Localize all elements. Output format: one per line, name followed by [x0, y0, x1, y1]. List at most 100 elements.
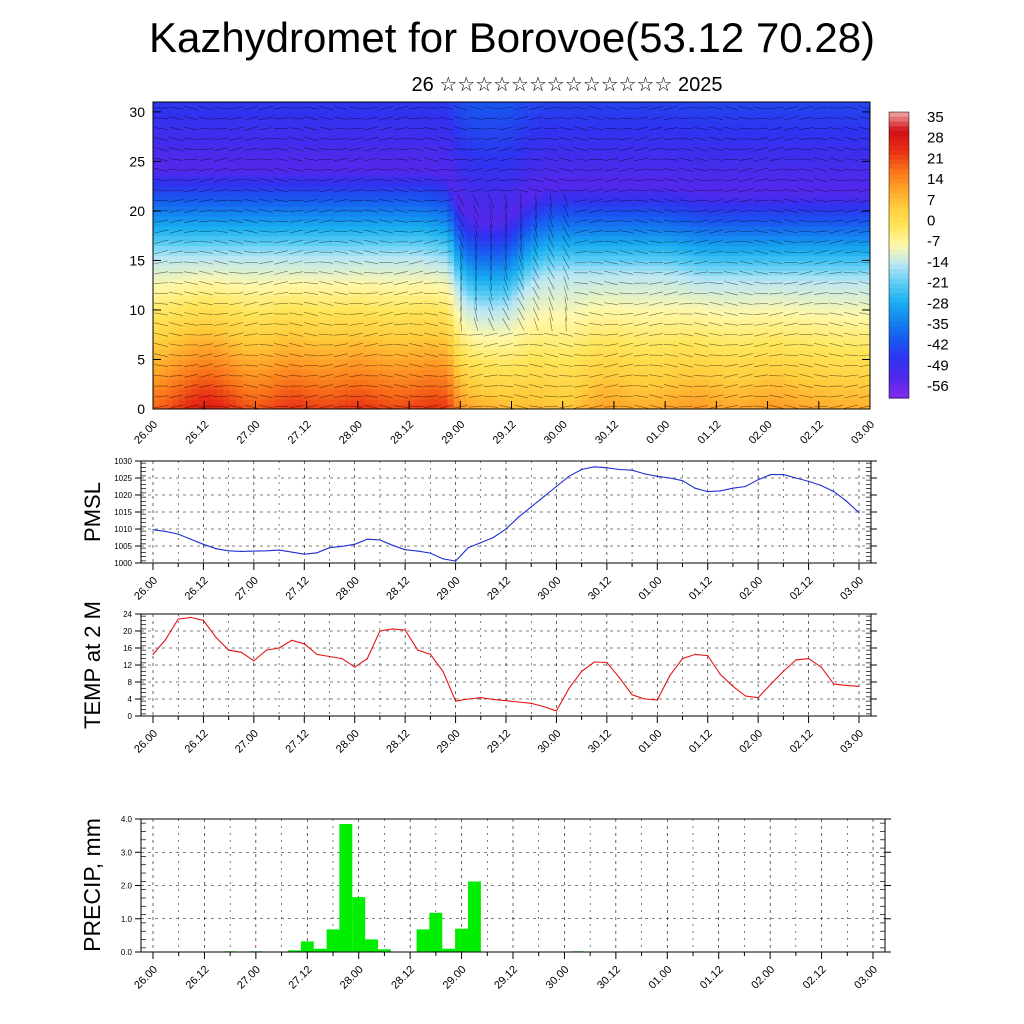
- heatmap-cell: [633, 106, 641, 113]
- heatmap-cell: [293, 201, 301, 207]
- heatmap-cell: [517, 111, 525, 118]
- heatmap-cell: [492, 359, 500, 366]
- heatmap-cell: [383, 275, 391, 281]
- heatmap-cell: [306, 186, 314, 192]
- heatmap-cell: [658, 275, 666, 281]
- heatmap-cell: [466, 210, 474, 217]
- heatmap-cell: [543, 151, 551, 158]
- heatmap-cell: [588, 260, 596, 266]
- heatmap-cell: [633, 131, 641, 138]
- heatmap-cell: [562, 230, 570, 237]
- heatmap-cell: [178, 280, 186, 286]
- heatmap-cell: [575, 379, 583, 385]
- heatmap-cell: [255, 285, 263, 291]
- heatmap-cell: [511, 300, 519, 306]
- heatmap-cell: [159, 245, 167, 252]
- heatmap-cell: [537, 116, 545, 123]
- heatmap-cell: [332, 131, 340, 138]
- heatmap-cell: [588, 161, 596, 167]
- heatmap-cell: [332, 394, 340, 400]
- heatmap-cell: [479, 265, 487, 271]
- heatmap-cell: [575, 295, 583, 301]
- heatmap-cell: [530, 275, 538, 281]
- heatmap-cell: [159, 295, 167, 301]
- heatmap-cell: [479, 295, 487, 301]
- heatmap-cell: [543, 131, 551, 138]
- heatmap-cell: [159, 285, 167, 291]
- heatmap-cell: [389, 329, 397, 336]
- heatmap-cell: [159, 126, 167, 133]
- heatmap-cell: [594, 374, 602, 380]
- heatmap-cell: [229, 116, 237, 123]
- heatmap-cell: [537, 285, 545, 291]
- heatmap-cell: [537, 250, 545, 257]
- heatmap-cell: [434, 324, 442, 331]
- heatmap-cell: [210, 166, 218, 172]
- heatmap-cell: [556, 121, 564, 128]
- heatmap-cell: [313, 225, 321, 232]
- heatmap-cell: [261, 305, 269, 311]
- heatmap-cell: [421, 389, 429, 395]
- heatmap-cell: [165, 131, 173, 138]
- heatmap-cell: [236, 374, 244, 380]
- heatmap-cell: [626, 255, 634, 262]
- heatmap-cell: [389, 255, 397, 262]
- heatmap-cell: [313, 349, 321, 356]
- heatmap-cell: [428, 230, 436, 237]
- heatmap-cell: [543, 329, 551, 336]
- heatmap-cell: [178, 215, 186, 222]
- heatmap-cell: [210, 379, 218, 385]
- heatmap-cell: [159, 240, 167, 247]
- heatmap-cell: [332, 215, 340, 222]
- heatmap-cell: [434, 235, 442, 242]
- heatmap-cell: [556, 359, 564, 366]
- heatmap-cell: [434, 329, 442, 336]
- heatmap-cell: [665, 399, 673, 405]
- heatmap-cell: [351, 106, 359, 113]
- heatmap-cell: [364, 394, 372, 400]
- heatmap-cell: [364, 166, 372, 172]
- heatmap-cell: [601, 339, 609, 346]
- heatmap-cell: [498, 354, 506, 361]
- heatmap-cell: [549, 151, 557, 158]
- heatmap-cell: [204, 339, 212, 346]
- heatmap-cell: [357, 369, 365, 375]
- heatmap-cell: [601, 295, 609, 301]
- heatmap-cell: [415, 181, 423, 187]
- heatmap-cell: [511, 280, 519, 286]
- heatmap-cell: [594, 220, 602, 227]
- heatmap-cell: [594, 324, 602, 331]
- heatmap-cell: [537, 295, 545, 301]
- heatmap-cell: [485, 275, 493, 281]
- heatmap-cell: [319, 389, 327, 395]
- heatmap-cell: [613, 121, 621, 128]
- heatmap-cell: [434, 191, 442, 197]
- heatmap-cell: [556, 334, 564, 341]
- heatmap-cell: [466, 102, 474, 108]
- heatmap-cell: [613, 285, 621, 291]
- heatmap-cell: [370, 171, 378, 177]
- heatmap-cell: [658, 205, 666, 212]
- heatmap-cell: [441, 374, 449, 380]
- heatmap-cell: [293, 111, 301, 118]
- heatmap-cell: [191, 141, 199, 148]
- heatmap-cell: [159, 191, 167, 197]
- heatmap-cell: [556, 265, 564, 271]
- heatmap-cell: [178, 210, 186, 217]
- heatmap-cell: [159, 205, 167, 212]
- heatmap-cell: [332, 161, 340, 167]
- heatmap-cell: [319, 265, 327, 271]
- heatmap-cell: [249, 205, 257, 212]
- heatmap-cell: [665, 275, 673, 281]
- heatmap-cell: [204, 359, 212, 366]
- heatmap-cell: [185, 334, 193, 341]
- heatmap-cell: [274, 379, 282, 385]
- heatmap-cell: [191, 354, 199, 361]
- heatmap-cell: [281, 349, 289, 356]
- chart-subtitle: 26 ☆☆☆☆☆☆☆☆☆☆☆☆☆ 2025: [411, 74, 723, 96]
- heatmap-cell: [159, 329, 167, 336]
- heatmap-cell: [153, 344, 160, 351]
- heatmap-cell: [530, 389, 538, 395]
- heatmap-cell: [261, 176, 269, 182]
- heatmap-cell: [479, 230, 487, 237]
